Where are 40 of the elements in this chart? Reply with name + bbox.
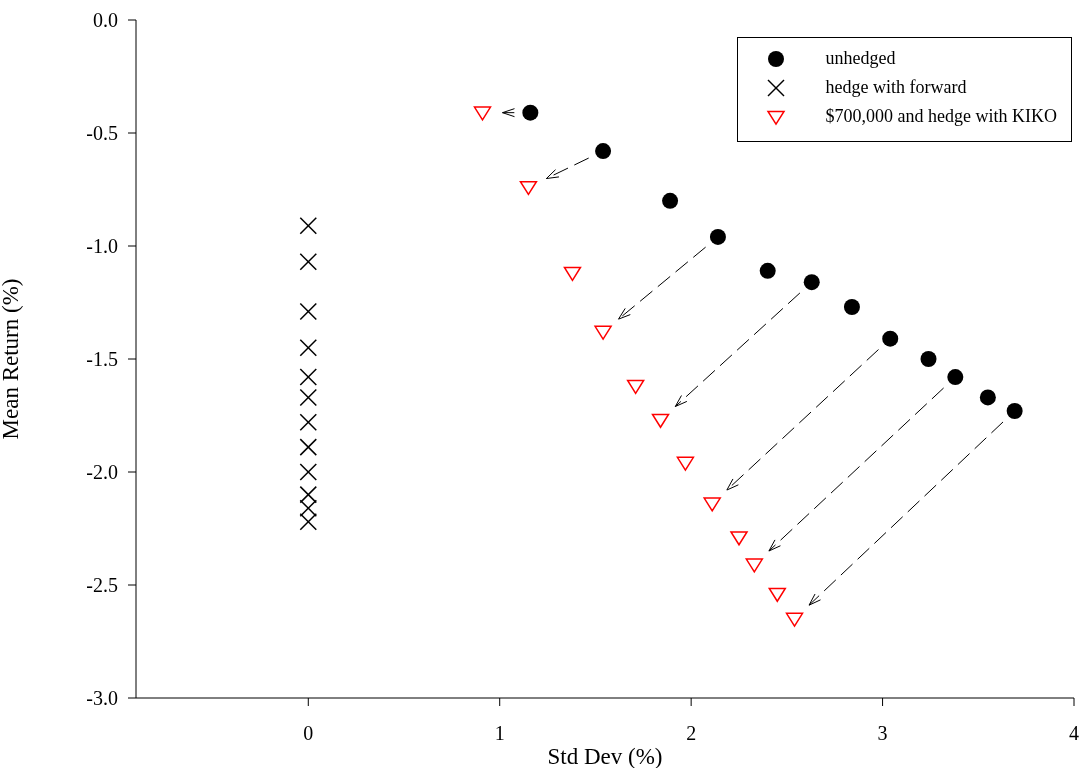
- point: [473, 106, 492, 121]
- point: [947, 369, 964, 386]
- y-tick-label: -2.0: [86, 461, 118, 484]
- point: [759, 262, 776, 279]
- x-tick-label: 1: [494, 722, 505, 745]
- point: [745, 558, 764, 573]
- point: [676, 456, 695, 471]
- legend-label: $700,000 and hedge with KIKO: [825, 106, 1057, 127]
- point: [594, 325, 612, 340]
- point: [651, 413, 670, 428]
- point: [1006, 402, 1023, 419]
- point: [563, 266, 582, 282]
- point: [882, 330, 899, 347]
- point: [626, 379, 645, 395]
- y-tick-label: -2.5: [86, 574, 118, 597]
- point: [703, 497, 721, 512]
- point: [768, 587, 787, 602]
- point: [595, 143, 612, 160]
- y-axis-title: Mean Return (%): [0, 278, 24, 440]
- point: [522, 104, 539, 121]
- point: [519, 180, 538, 196]
- point: [920, 351, 937, 367]
- y-tick-label: -0.5: [86, 122, 118, 145]
- point: [709, 228, 726, 245]
- legend-label: hedge with forward: [825, 77, 967, 98]
- point: [979, 389, 996, 406]
- y-tick-label: -1.5: [86, 348, 118, 371]
- legend-label: unhedged: [825, 48, 896, 69]
- point: [662, 192, 679, 209]
- y-tick-label: -1.0: [86, 235, 118, 258]
- x-tick-label: 3: [877, 722, 888, 745]
- point: [730, 531, 748, 546]
- point: [803, 274, 820, 291]
- point: [785, 612, 804, 627]
- x-tick-label: 0: [303, 722, 314, 745]
- x-tick-label: 4: [1069, 722, 1079, 745]
- y-tick-label: 0.0: [93, 9, 118, 32]
- x-tick-label: 2: [686, 722, 697, 745]
- y-tick-label: -3.0: [86, 687, 118, 710]
- point: [843, 299, 860, 316]
